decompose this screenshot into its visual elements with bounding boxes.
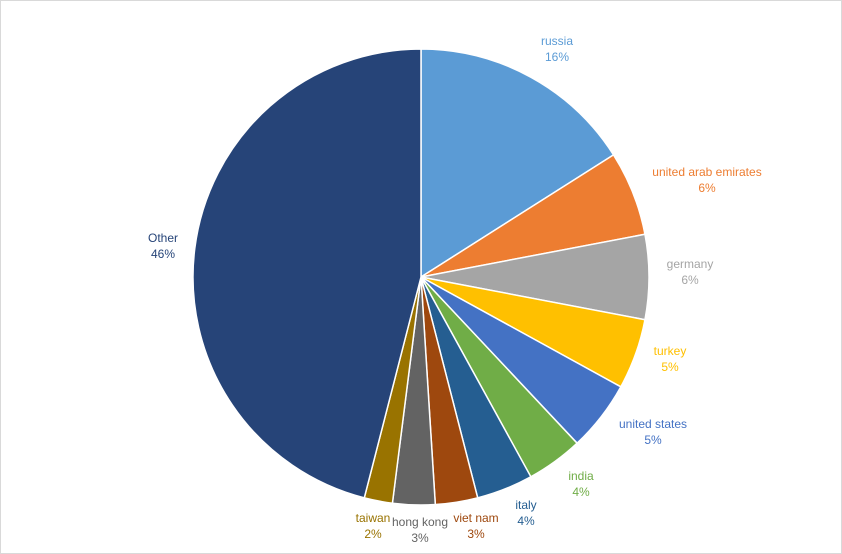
slice-value-russia: 16% xyxy=(545,50,569,64)
slice-value-other: 46% xyxy=(151,247,175,261)
slice-label-russia: russia xyxy=(541,34,573,48)
slice-label-united-states: united states xyxy=(619,417,687,431)
slice-label-italy: italy xyxy=(515,498,536,512)
slice-value-germany: 6% xyxy=(681,273,699,287)
pie-labels: russia 16% united arab emirates 6% germany 6%… xyxy=(148,34,762,545)
slice-value-viet-nam: 3% xyxy=(467,527,485,541)
slice-label-india: india xyxy=(568,469,594,483)
slice-value-united-states: 5% xyxy=(644,433,662,447)
slice-label-other: Other xyxy=(148,231,178,245)
slice-label-turkey: turkey xyxy=(654,344,687,358)
slice-label-united-arab-emirates: united arab emirates xyxy=(652,165,761,179)
slice-value-turkey: 5% xyxy=(661,360,679,374)
slice-label-hong-kong: hong kong xyxy=(392,515,448,529)
slice-value-hong-kong: 3% xyxy=(411,531,429,545)
slice-value-united-arab-emirates: 6% xyxy=(698,181,716,195)
slice-value-italy: 4% xyxy=(517,514,535,528)
slice-label-viet-nam: viet nam xyxy=(453,511,498,525)
pie-slice-russia xyxy=(420,48,615,278)
pie-slice-other xyxy=(192,48,422,499)
slice-label-taiwan: taiwan xyxy=(356,511,391,525)
pie-slices xyxy=(192,48,650,506)
slice-label-germany: germany xyxy=(667,257,714,271)
slice-value-taiwan: 2% xyxy=(364,527,382,541)
slice-value-india: 4% xyxy=(572,485,590,499)
